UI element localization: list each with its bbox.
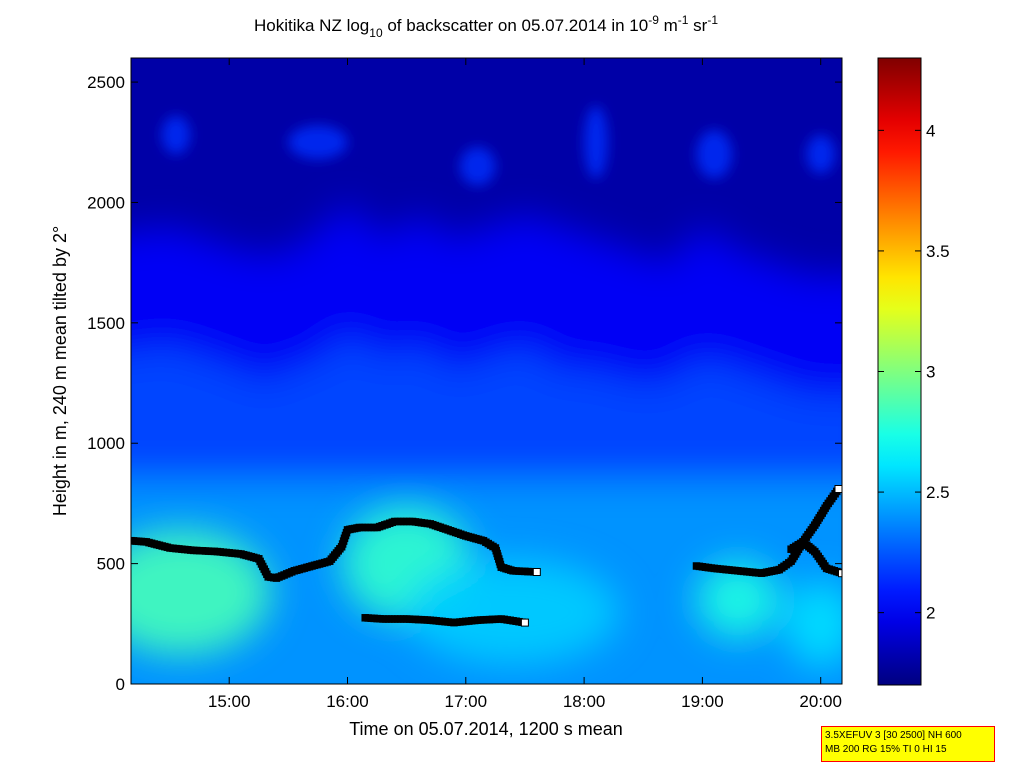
cloud-patches <box>161 106 835 186</box>
y-tick-label: 0 <box>116 675 125 694</box>
layer-marker-end <box>520 618 529 627</box>
y-tick-label: 1000 <box>87 434 125 453</box>
heatmap-blob-2 <box>696 561 780 639</box>
title-part-c: m <box>659 16 678 35</box>
colorbar-tick-label: 3.5 <box>926 242 950 261</box>
plot-frame <box>130 57 843 685</box>
heatmap-blob-0 <box>131 529 271 656</box>
heatmap-plot-area <box>131 58 842 684</box>
y-tick-label: 1500 <box>87 314 125 333</box>
x-tick-label: 15:00 <box>208 692 251 711</box>
x-tick-label: 16:00 <box>326 692 369 711</box>
title-sub: 10 <box>369 26 383 40</box>
layer-series-3 <box>787 538 842 578</box>
colorbar-tick-label: 2.5 <box>926 483 950 502</box>
cloud-patch-5 <box>806 135 835 174</box>
x-tick-label: 18:00 <box>563 692 606 711</box>
colorbar-tick-label: 3 <box>926 363 935 382</box>
layer-series-2 <box>692 485 842 577</box>
heatmap-blob-3 <box>406 558 620 665</box>
cloud-patch-4 <box>696 130 732 179</box>
instrument-info-box: 3.5XEFUV 3 [30 2500] NH 600 MB 200 RG 15… <box>821 726 995 762</box>
layer-series-0 <box>131 517 541 582</box>
title-part-b: of backscatter on 05.07.2014 in 10 <box>383 16 649 35</box>
chart-title: Hokitika NZ log10 of backscatter on 05.0… <box>254 13 718 40</box>
title-sup1: -9 <box>648 13 659 27</box>
title-part-a: Hokitika NZ log <box>254 16 369 35</box>
y-tick-label: 2000 <box>87 193 125 212</box>
cloud-patch-1 <box>288 125 348 160</box>
y-axis: 0 500 1000 1500 2000 2500 <box>87 73 842 694</box>
colorbar-axis: 2 2.5 3 3.5 4 <box>878 121 950 623</box>
colorbar-tick-label: 4 <box>926 121 935 140</box>
title-sup2: -1 <box>678 13 689 27</box>
title-sup3: -1 <box>707 13 718 27</box>
cloud-patch-0 <box>161 115 191 155</box>
y-axis-label: Height in m, 240 m mean tilted by 2° <box>50 226 70 516</box>
layer-series-1 <box>361 614 529 627</box>
layer-height-markers <box>131 485 842 627</box>
x-axis: 15:00 16:00 17:00 18:00 19:00 20:00 <box>208 58 842 711</box>
layer-marker-end <box>834 485 842 493</box>
info-line-2: MB 200 RG 15% TI 0 HI 15 <box>825 744 947 755</box>
heatmap-blobs <box>131 505 842 668</box>
x-axis-label: Time on 05.07.2014, 1200 s mean <box>349 719 623 739</box>
layer-marker-end <box>838 569 842 578</box>
layer-marker-end <box>532 568 541 576</box>
x-tick-label: 17:00 <box>445 692 488 711</box>
title-part-d: sr <box>688 16 707 35</box>
colorbar <box>877 57 922 686</box>
info-line-1: 3.5XEFUV 3 [30 2500] NH 600 <box>825 730 962 741</box>
colorbar-tick-label: 2 <box>926 604 935 623</box>
x-tick-label: 19:00 <box>681 692 724 711</box>
heatmap-blob-4 <box>785 580 842 668</box>
y-tick-label: 2500 <box>87 73 125 92</box>
x-tick-label: 20:00 <box>799 692 842 711</box>
cloud-patch-2 <box>459 147 496 186</box>
y-tick-label: 500 <box>97 555 125 574</box>
cloud-patch-3 <box>584 106 608 179</box>
